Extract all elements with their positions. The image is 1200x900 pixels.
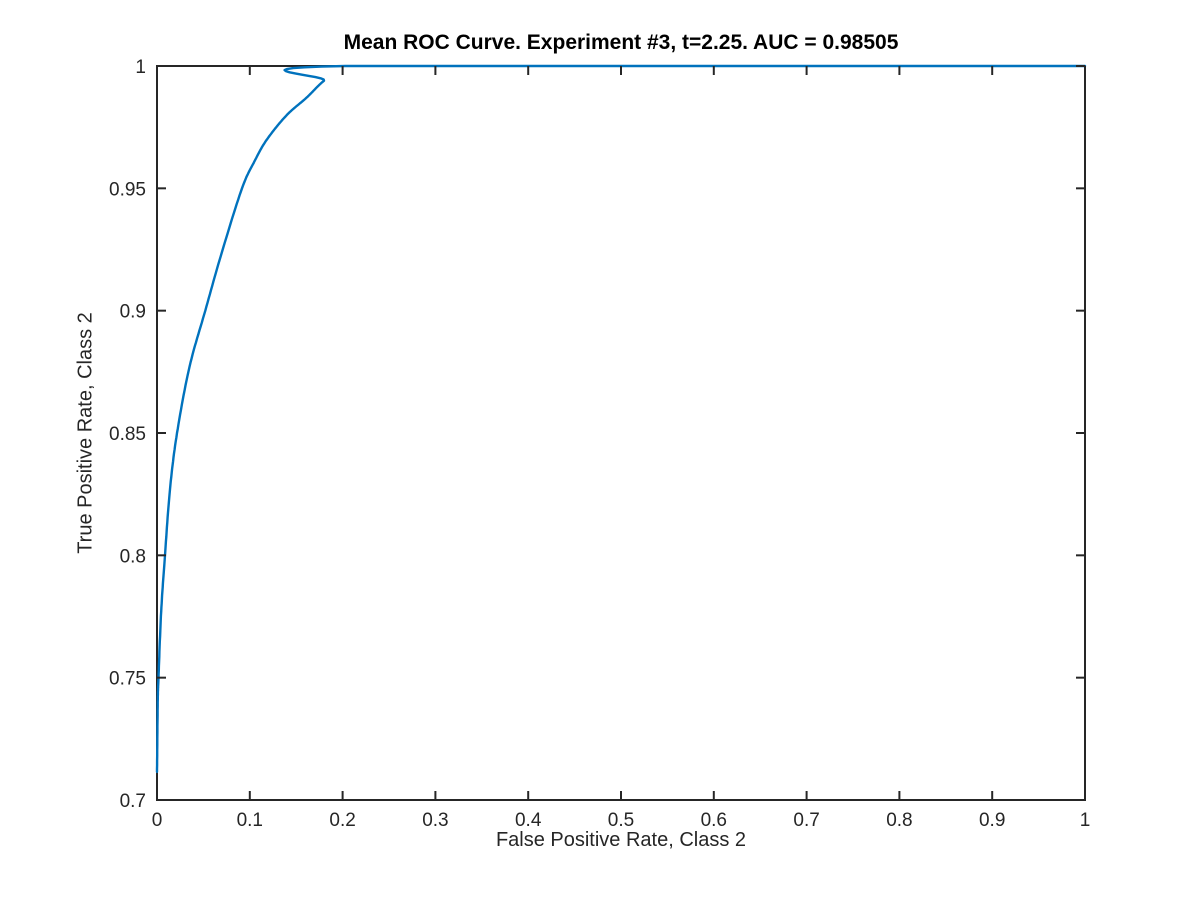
y-tick-label: 0.9 [120,302,146,323]
x-axis-label: False Positive Rate, Class 2 [495,829,747,851]
y-tick-label: 0.75 [109,669,146,690]
roc-curve [155,64,1087,774]
x-tick-label: 0.6 [701,810,727,831]
x-tick-label: 0.4 [515,810,542,831]
y-tick-label: 0.95 [109,179,146,200]
y-tick-label: 0.85 [109,424,146,445]
plot-box [156,65,1086,801]
y-tick-label: 0.8 [120,546,146,567]
x-tick-label: 0.9 [979,810,1005,831]
x-tick-label: 0.3 [422,810,448,831]
y-tick-label: 1 [135,57,146,78]
y-tick-label: 0.7 [120,791,146,812]
x-tick-label: 0 [152,810,163,831]
x-tick-label: 0.1 [237,810,263,831]
x-tick-label: 0.5 [608,810,634,831]
x-tick-label: 0.7 [793,810,819,831]
x-tick-label: 0.8 [886,810,912,831]
chart-title: Mean ROC Curve. Experiment #3, t=2.25. A… [343,31,899,54]
y-axis-label: True Positive Rate, Class 2 [74,312,97,554]
x-tick-label: 1 [1080,810,1091,831]
x-tick-label: 0.2 [329,810,355,831]
